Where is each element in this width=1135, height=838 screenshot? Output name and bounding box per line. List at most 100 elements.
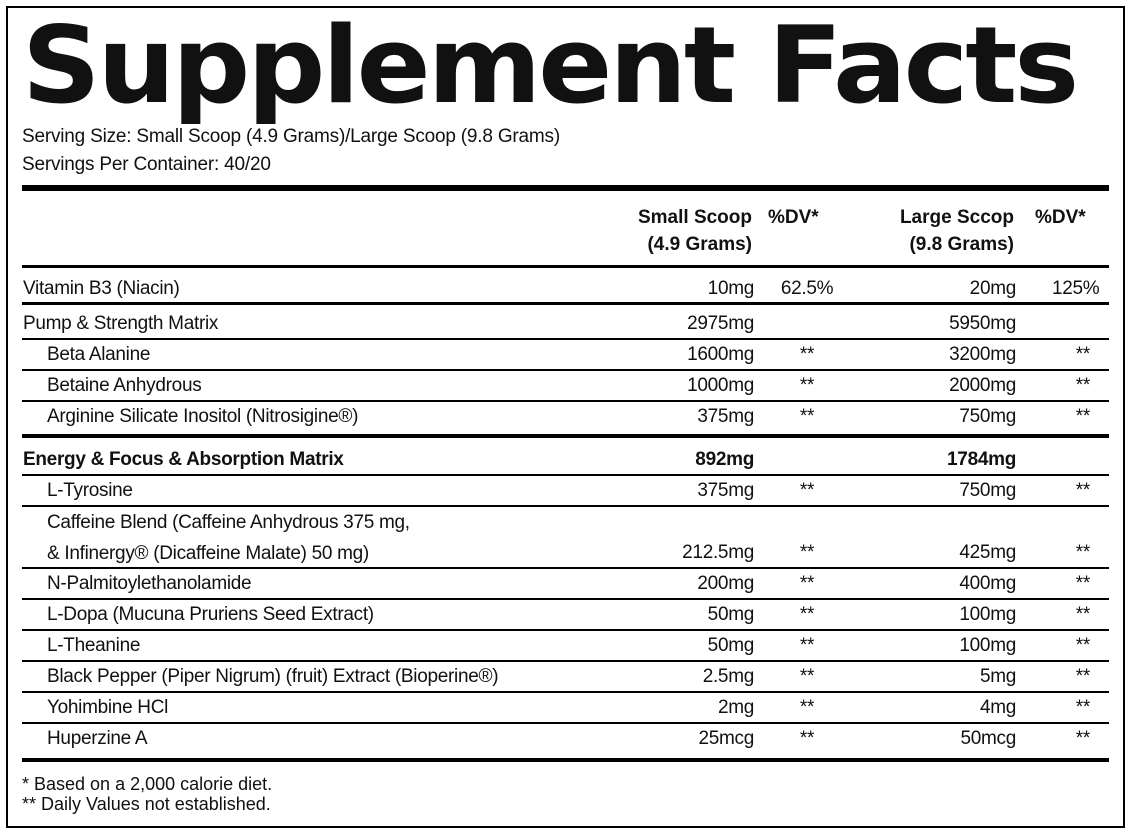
large-amount: 750mg (959, 480, 1016, 501)
large-dv: ** (1075, 375, 1091, 396)
table-row: Pump & Strength Matrix 2975mg 5950mg (22, 309, 1109, 340)
ingredient-name: Yohimbine HCl (47, 697, 169, 718)
row-divider (22, 400, 1109, 402)
table-row: Yohimbine HCl 2mg ** 4mg ** (22, 693, 1109, 724)
small-dv: ** (799, 666, 815, 687)
small-amount: 1000mg (687, 375, 754, 396)
large-amount: 100mg (959, 635, 1016, 656)
large-amount: 4mg (979, 697, 1016, 718)
row-divider (22, 505, 1109, 507)
header-large-scoop: Large Sccop (9.8 Grams) (899, 207, 1014, 255)
large-dv: ** (1075, 728, 1091, 749)
large-dv: ** (1075, 480, 1091, 501)
table-row: L-Dopa (Mucuna Pruriens Seed Extract) 50… (22, 600, 1109, 631)
ingredient-name: N-Palmitoylethanolamide (47, 573, 252, 594)
ingredient-name: Beta Alanine (47, 344, 151, 365)
footnote-not-established: ** Daily Values not established. (22, 794, 271, 814)
table-row: Betaine Anhydrous 1000mg ** 2000mg ** (22, 371, 1109, 402)
header-dv-small: %DV* (768, 207, 819, 228)
panel-title: Supplement Facts (22, 4, 1079, 127)
small-dv: ** (799, 375, 815, 396)
table-row: Vitamin B3 (Niacin) 10mg 62.5% 20mg 125% (22, 274, 1109, 305)
large-dv: ** (1075, 344, 1091, 365)
table-row: N-Palmitoylethanolamide 200mg ** 400mg *… (22, 569, 1109, 600)
small-amount: 10mg (707, 278, 755, 299)
row-divider (22, 302, 1109, 305)
large-dv: ** (1075, 406, 1091, 427)
table-row: Caffeine Blend (Caffeine Anhydrous 375 m… (22, 507, 1109, 569)
large-amount: 20mg (969, 278, 1017, 299)
large-dv: ** (1075, 573, 1091, 594)
row-divider (22, 338, 1109, 340)
table-row: Huperzine A 25mcg ** 50mcg ** (22, 724, 1109, 762)
large-dv: ** (1075, 697, 1091, 718)
serving-size: Serving Size: Small Scoop (4.9 Grams)/La… (22, 126, 560, 147)
table-row: Arginine Silicate Inositol (Nitrosigine®… (22, 402, 1109, 438)
row-divider (22, 598, 1109, 600)
supplement-facts-panel: Supplement Facts Serving Size: Small Sco… (6, 4, 1125, 828)
small-amount: 50mg (707, 635, 755, 656)
ingredient-name: L-Theanine (47, 635, 141, 656)
small-amount: 50mg (707, 604, 755, 625)
small-amount: 212.5mg (682, 542, 754, 563)
small-amount: 2.5mg (702, 666, 755, 687)
table-row: Beta Alanine 1600mg ** 3200mg ** (22, 340, 1109, 371)
ingredient-name: L-Dopa (Mucuna Pruriens Seed Extract) (47, 604, 374, 625)
large-dv: ** (1075, 604, 1091, 625)
ingredient-name: Energy & Focus & Absorption Matrix (23, 449, 344, 470)
large-amount: 5mg (979, 666, 1016, 687)
small-amount: 25mcg (698, 728, 754, 749)
small-dv: ** (799, 697, 815, 718)
table-row: Energy & Focus & Absorption Matrix 892mg… (22, 445, 1109, 476)
header-rule (22, 265, 1109, 268)
large-amount: 100mg (959, 604, 1016, 625)
small-amount: 2975mg (687, 313, 754, 334)
footnote-dv: * Based on a 2,000 calorie diet. (22, 774, 273, 794)
table-row: L-Theanine 50mg ** 100mg ** (22, 631, 1109, 662)
ingredient-name: Arginine Silicate Inositol (Nitrosigine®… (47, 406, 359, 427)
small-dv: ** (799, 728, 815, 749)
large-amount: 50mcg (960, 728, 1016, 749)
row-divider (22, 691, 1109, 693)
table-row: L-Tyrosine 375mg ** 750mg ** (22, 476, 1109, 507)
large-amount: 2000mg (949, 375, 1016, 396)
small-dv: ** (799, 480, 815, 501)
small-dv: ** (799, 573, 815, 594)
ingredient-name: Caffeine Blend (Caffeine Anhydrous 375 m… (47, 512, 410, 564)
row-divider (22, 660, 1109, 662)
large-amount: 750mg (959, 406, 1016, 427)
bottom-rule (22, 758, 1109, 762)
large-dv: 125% (1052, 278, 1100, 299)
small-dv: ** (799, 604, 815, 625)
small-amount: 2mg (717, 697, 754, 718)
large-dv: ** (1075, 542, 1091, 563)
small-dv: ** (799, 406, 815, 427)
large-amount: 1784mg (947, 449, 1016, 470)
large-dv: ** (1075, 666, 1091, 687)
small-amount: 200mg (697, 573, 754, 594)
small-amount: 375mg (697, 406, 754, 427)
ingredient-name: Huperzine A (47, 728, 148, 749)
row-divider (22, 722, 1109, 724)
ingredient-name: Pump & Strength Matrix (23, 313, 219, 334)
thick-rule-top (22, 185, 1109, 191)
ingredient-name: Black Pepper (Piper Nigrum) (fruit) Extr… (47, 666, 499, 687)
large-amount: 5950mg (949, 313, 1016, 334)
table-row: Black Pepper (Piper Nigrum) (fruit) Extr… (22, 662, 1109, 693)
row-divider-thick (22, 434, 1109, 438)
small-dv: ** (799, 542, 815, 563)
small-dv: ** (799, 344, 815, 365)
header-small-scoop: Small Scoop (4.9 Grams) (637, 207, 752, 255)
small-dv: ** (799, 635, 815, 656)
ingredient-name: Vitamin B3 (Niacin) (23, 278, 180, 299)
large-dv: ** (1075, 635, 1091, 656)
servings-per-container: Servings Per Container: 40/20 (22, 154, 271, 175)
row-divider (22, 474, 1109, 476)
ingredient-name: Betaine Anhydrous (47, 375, 202, 396)
large-amount: 425mg (959, 542, 1016, 563)
large-amount: 3200mg (949, 344, 1016, 365)
small-amount: 375mg (697, 480, 754, 501)
row-divider (22, 567, 1109, 569)
row-divider (22, 629, 1109, 631)
large-amount: 400mg (959, 573, 1016, 594)
